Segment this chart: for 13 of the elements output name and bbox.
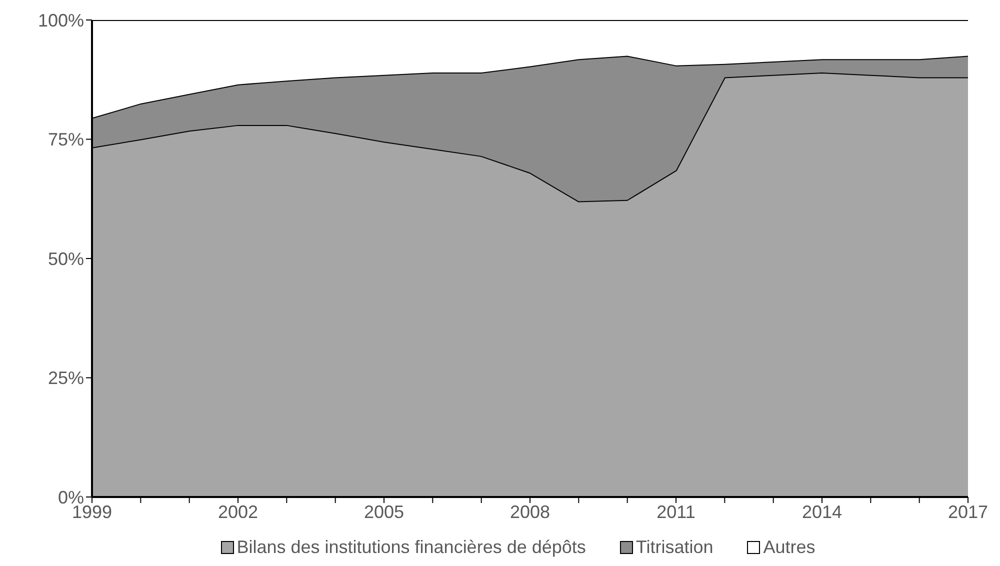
x-tick-label: 2011 — [656, 502, 696, 522]
x-tick-label: 2014 — [802, 502, 842, 522]
y-tick-label: 100% — [38, 10, 84, 30]
x-tick-label: 2017 — [948, 502, 988, 522]
legend-label: Titrisation — [634, 537, 714, 558]
x-tick-label: 2008 — [510, 502, 550, 522]
legend-label: Bilans des institutions financières de dépôts — [236, 537, 586, 558]
y-tick-label: 50% — [48, 248, 84, 269]
y-tick-label: 25% — [48, 368, 84, 388]
x-tick-label: 2002 — [218, 502, 258, 522]
y-tick-label: 75% — [48, 130, 84, 150]
legend-label: Autres — [762, 537, 816, 558]
x-tick-label: 2005 — [364, 502, 404, 522]
